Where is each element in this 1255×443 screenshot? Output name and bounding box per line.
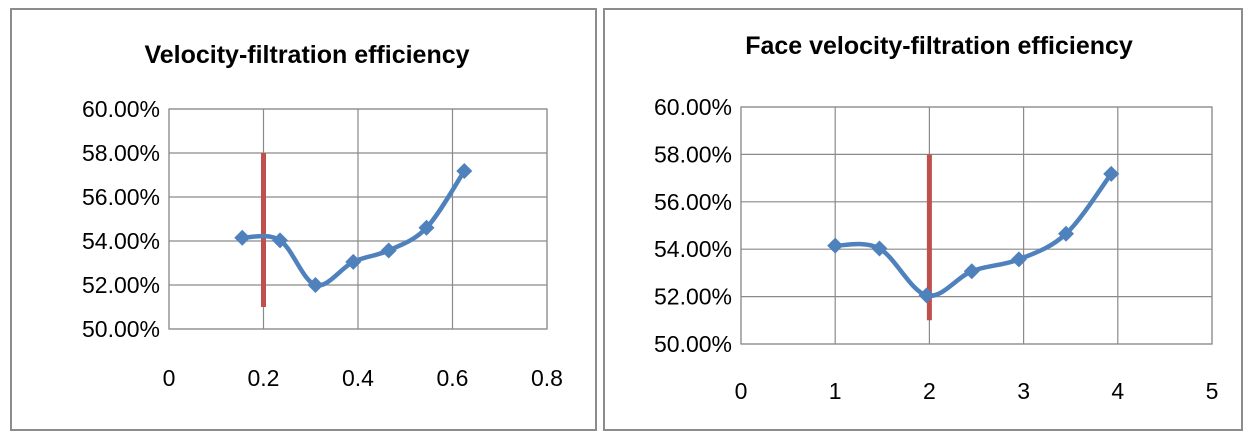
y-tick-label: 54.00%: [82, 228, 160, 254]
data-point-marker: [1057, 225, 1074, 242]
x-tick-label: 0: [735, 378, 748, 404]
x-tick-label: 1: [829, 378, 842, 404]
data-point-marker: [272, 232, 289, 249]
data-point-marker: [380, 242, 397, 259]
y-tick-label: 56.00%: [654, 189, 732, 215]
data-point-marker: [827, 237, 844, 254]
x-tick-label: 0.8: [531, 365, 563, 391]
data-point-marker: [963, 263, 980, 280]
x-tick-label: 2: [923, 378, 936, 404]
data-point-marker: [1103, 165, 1120, 182]
y-tick-label: 52.00%: [82, 272, 160, 298]
chart-panel-velocity: Velocity-filtration efficiency 50.00% 52.0…: [10, 8, 597, 431]
data-point-marker: [1010, 251, 1027, 268]
y-tick-label: 60.00%: [82, 96, 160, 122]
x-tick-label: 0.6: [437, 365, 469, 391]
data-point-marker: [345, 253, 362, 270]
data-point-marker: [456, 163, 473, 180]
y-tick-label: 56.00%: [82, 184, 160, 210]
x-tick-label: 4: [1111, 378, 1124, 404]
y-tick-label: 54.00%: [654, 236, 732, 262]
data-point-marker: [918, 287, 935, 304]
data-point-marker: [418, 219, 435, 236]
face-velocity-efficiency-chart: Face velocity-filtration efficiency 50.00…: [654, 32, 1219, 404]
data-point-marker: [871, 240, 888, 257]
x-tick-label: 0: [163, 365, 176, 391]
y-tick-label: 52.00%: [654, 284, 732, 310]
y-tick-label: 50.00%: [654, 331, 732, 357]
y-tick-label: 50.00%: [82, 316, 160, 342]
velocity-efficiency-chart: Velocity-filtration efficiency 50.00% 52.0…: [82, 41, 563, 391]
y-tick-label: 58.00%: [654, 141, 732, 167]
chart-panel-face-velocity: Face velocity-filtration efficiency 50.00…: [603, 8, 1243, 431]
y-tick-label: 60.00%: [654, 94, 732, 120]
data-point-marker: [234, 229, 251, 246]
y-tick-label: 58.00%: [82, 140, 160, 166]
data-point-marker: [307, 277, 324, 293]
chart-title: Face velocity-filtration efficiency: [745, 32, 1133, 60]
x-tick-label: 5: [1206, 378, 1219, 404]
x-tick-label: 0.2: [248, 365, 280, 391]
plot-area: [740, 106, 1213, 345]
x-tick-label: 3: [1017, 378, 1030, 404]
chart-title: Velocity-filtration efficiency: [144, 41, 469, 69]
x-tick-label: 0.4: [342, 365, 374, 391]
